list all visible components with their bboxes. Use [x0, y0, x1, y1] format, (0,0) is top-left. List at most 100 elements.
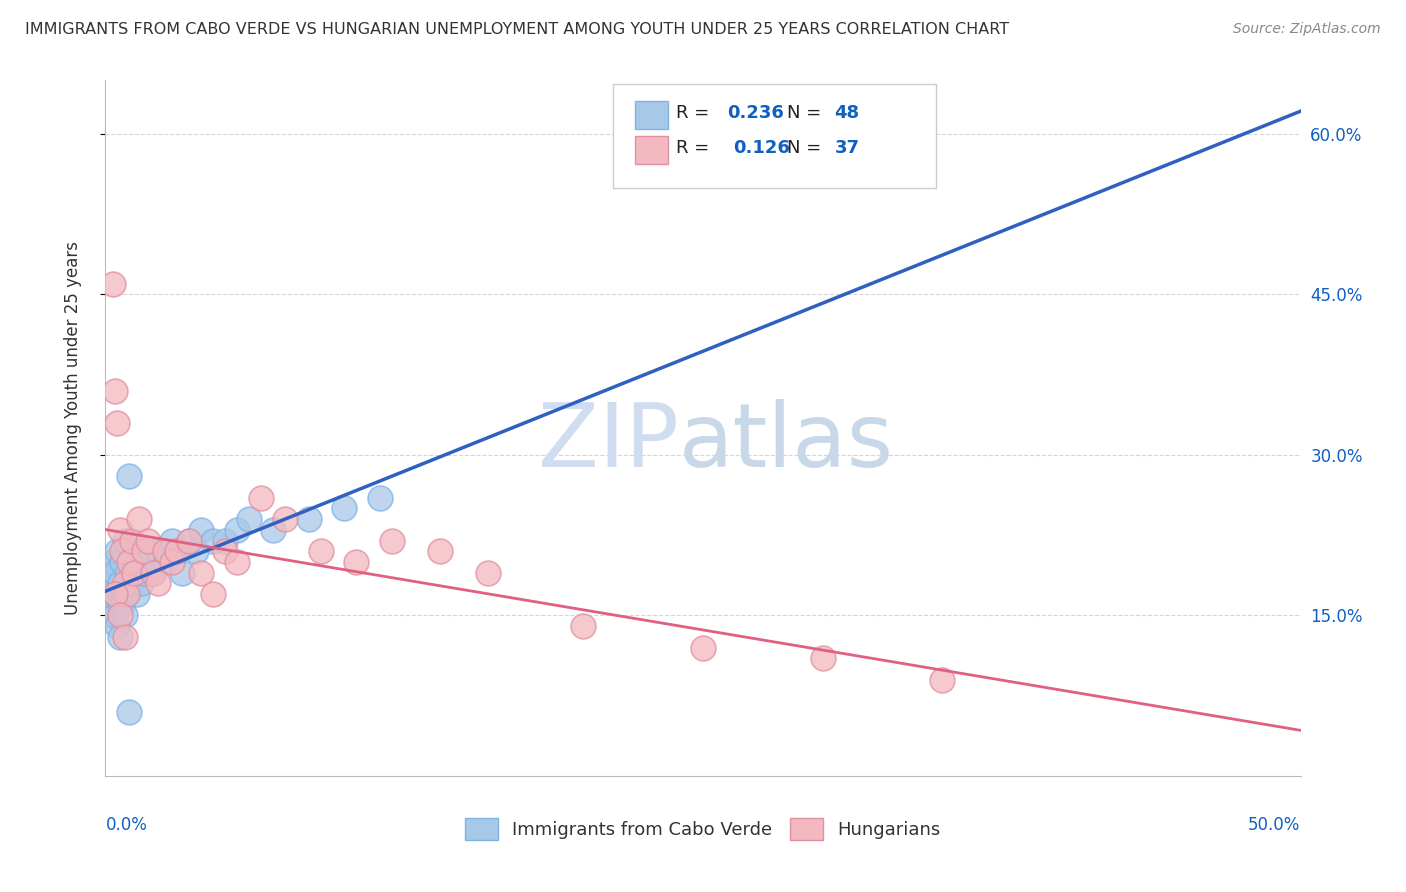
- Point: [572, 619, 595, 633]
- Text: 50.0%: 50.0%: [1249, 816, 1301, 834]
- Point: [142, 566, 165, 580]
- Legend: Immigrants from Cabo Verde, Hungarians: Immigrants from Cabo Verde, Hungarians: [458, 811, 948, 847]
- Bar: [636, 136, 668, 164]
- Point: [101, 555, 124, 569]
- Point: [162, 555, 184, 569]
- Point: [811, 651, 834, 665]
- Point: [111, 555, 134, 569]
- Point: [98, 566, 121, 580]
- Point: [190, 523, 212, 537]
- Point: [104, 608, 127, 623]
- Point: [262, 523, 284, 537]
- Y-axis label: Unemployment Among Youth under 25 years: Unemployment Among Youth under 25 years: [63, 241, 82, 615]
- Point: [162, 533, 184, 548]
- Point: [107, 619, 129, 633]
- Point: [97, 598, 120, 612]
- Point: [104, 587, 127, 601]
- Point: [309, 544, 332, 558]
- Point: [104, 566, 127, 580]
- Point: [153, 544, 177, 558]
- Point: [346, 555, 368, 569]
- Text: 48: 48: [835, 104, 859, 122]
- Point: [214, 544, 236, 558]
- Point: [122, 555, 145, 569]
- Point: [225, 555, 249, 569]
- Point: [108, 576, 131, 591]
- Point: [138, 533, 160, 548]
- Point: [115, 587, 138, 601]
- Text: 0.0%: 0.0%: [105, 816, 148, 834]
- Text: R =: R =: [675, 139, 720, 157]
- Point: [115, 566, 138, 580]
- Point: [101, 598, 124, 612]
- Point: [692, 640, 714, 655]
- Point: [225, 523, 249, 537]
- Point: [98, 587, 121, 601]
- Point: [170, 566, 193, 580]
- Point: [128, 512, 150, 526]
- Point: [129, 576, 153, 591]
- Text: 0.236: 0.236: [727, 104, 783, 122]
- Point: [931, 673, 953, 687]
- Point: [104, 384, 127, 398]
- Point: [114, 608, 136, 623]
- Point: [477, 566, 499, 580]
- Point: [108, 523, 131, 537]
- Point: [214, 533, 236, 548]
- Text: N =: N =: [787, 139, 827, 157]
- Point: [202, 533, 225, 548]
- Point: [368, 491, 391, 505]
- Point: [273, 512, 295, 526]
- Text: IMMIGRANTS FROM CABO VERDE VS HUNGARIAN UNEMPLOYMENT AMONG YOUTH UNDER 25 YEARS : IMMIGRANTS FROM CABO VERDE VS HUNGARIAN …: [25, 22, 1010, 37]
- Bar: [636, 101, 668, 129]
- Point: [104, 587, 127, 601]
- Point: [121, 576, 143, 591]
- Point: [101, 576, 124, 591]
- Point: [101, 277, 124, 291]
- Text: N =: N =: [787, 104, 827, 122]
- Point: [186, 544, 208, 558]
- Point: [114, 630, 136, 644]
- Point: [108, 630, 131, 644]
- Point: [250, 491, 273, 505]
- Point: [298, 512, 321, 526]
- Point: [177, 533, 201, 548]
- Point: [333, 501, 356, 516]
- Text: ZIP: ZIP: [538, 399, 679, 485]
- Point: [132, 566, 155, 580]
- Text: 0.126: 0.126: [733, 139, 790, 157]
- Point: [153, 555, 177, 569]
- Point: [97, 576, 120, 591]
- Point: [111, 544, 134, 558]
- Text: 37: 37: [835, 139, 859, 157]
- Point: [114, 576, 136, 591]
- Point: [146, 576, 169, 591]
- Text: atlas: atlas: [679, 399, 894, 485]
- Point: [190, 566, 212, 580]
- Point: [98, 608, 121, 623]
- Point: [108, 598, 131, 612]
- Point: [118, 705, 141, 719]
- Point: [238, 512, 260, 526]
- Text: Source: ZipAtlas.com: Source: ZipAtlas.com: [1233, 22, 1381, 37]
- Point: [115, 587, 138, 601]
- FancyBboxPatch shape: [613, 84, 936, 188]
- Point: [142, 566, 165, 580]
- Point: [122, 566, 145, 580]
- Point: [111, 598, 134, 612]
- Point: [202, 587, 225, 601]
- Point: [166, 544, 188, 558]
- Point: [107, 544, 129, 558]
- Point: [125, 587, 148, 601]
- Point: [138, 555, 160, 569]
- Point: [166, 544, 188, 558]
- Text: R =: R =: [675, 104, 714, 122]
- Point: [121, 533, 143, 548]
- Point: [118, 555, 141, 569]
- Point: [381, 533, 404, 548]
- Point: [118, 469, 141, 483]
- Point: [108, 608, 131, 623]
- Point: [177, 533, 201, 548]
- Point: [429, 544, 451, 558]
- Point: [107, 416, 129, 430]
